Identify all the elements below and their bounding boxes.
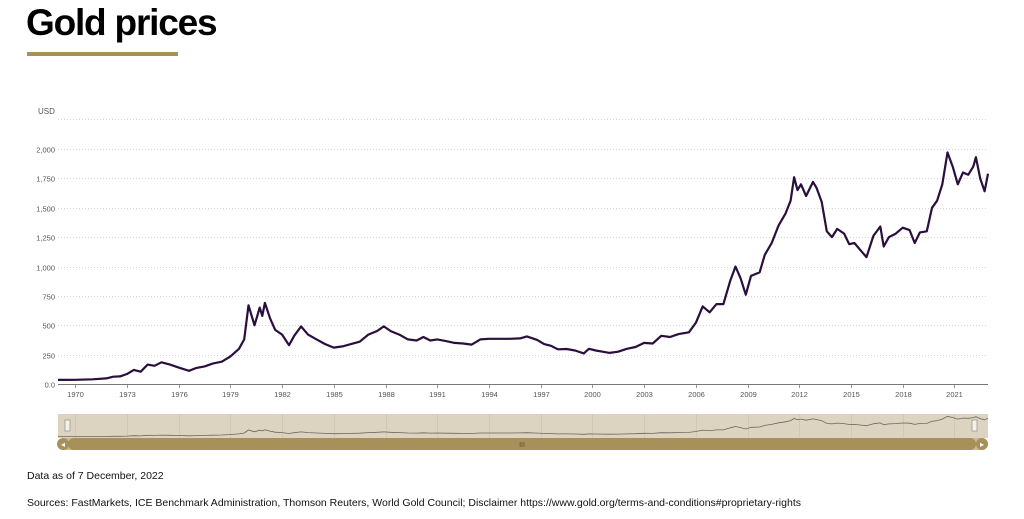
x-tick-label: 1994 — [481, 390, 498, 399]
x-tick-label: 1991 — [429, 390, 446, 399]
y-axis-label: USD — [38, 107, 55, 116]
y-tick-label: 1,500 — [36, 205, 55, 214]
title-underline — [27, 52, 178, 56]
x-tick-label: 1979 — [222, 390, 239, 399]
y-tick-label: 1,250 — [36, 234, 55, 243]
scrollbar-thumb[interactable] — [68, 438, 976, 450]
x-tick-label: 2003 — [636, 390, 653, 399]
x-tick-label: 1997 — [533, 390, 550, 399]
navigator-right-handle[interactable] — [971, 419, 978, 432]
x-tick-label: 1985 — [326, 390, 343, 399]
y-tick-label: 2,000 — [36, 146, 55, 155]
y-tick-label: 1,750 — [36, 175, 55, 184]
x-tick-label: 2006 — [688, 390, 705, 399]
x-tick-label: 2018 — [895, 390, 912, 399]
x-tick-label: 2009 — [740, 390, 757, 399]
y-tick-label: 0.0 — [45, 381, 55, 390]
page-title: Gold prices — [26, 2, 218, 43]
y-tick-label: 750 — [42, 293, 55, 302]
x-tick-label: 1982 — [274, 390, 291, 399]
x-tick-label: 1973 — [119, 390, 136, 399]
scroll-left-button[interactable] — [57, 438, 69, 450]
navigator-left-handle[interactable] — [64, 419, 71, 432]
navigator-series-line — [58, 415, 989, 437]
y-tick-label: 500 — [42, 322, 55, 331]
x-tick-label: 2015 — [843, 390, 860, 399]
x-tick-label: 2021 — [946, 390, 963, 399]
scroll-right-arrow-icon: ▸ — [980, 440, 984, 449]
x-tick-label: 2000 — [584, 390, 601, 399]
x-tick-label: 1988 — [378, 390, 395, 399]
x-tick-label: 1976 — [171, 390, 188, 399]
scroll-right-button[interactable] — [976, 438, 988, 450]
y-tick-label: 250 — [42, 352, 55, 361]
main-series-line — [57, 151, 990, 381]
sources-note: Sources: FastMarkets, ICE Benchmark Admi… — [27, 497, 801, 509]
data-as-of-note: Data as of 7 December, 2022 — [27, 470, 164, 482]
scrollbar-grip[interactable]: III — [519, 442, 525, 449]
navigator-background — [58, 414, 988, 438]
y-tick-label: 1,000 — [36, 264, 55, 273]
scroll-left-arrow-icon: ◂ — [61, 440, 65, 449]
x-tick-label: 1970 — [67, 390, 84, 399]
x-tick-label: 2012 — [791, 390, 808, 399]
